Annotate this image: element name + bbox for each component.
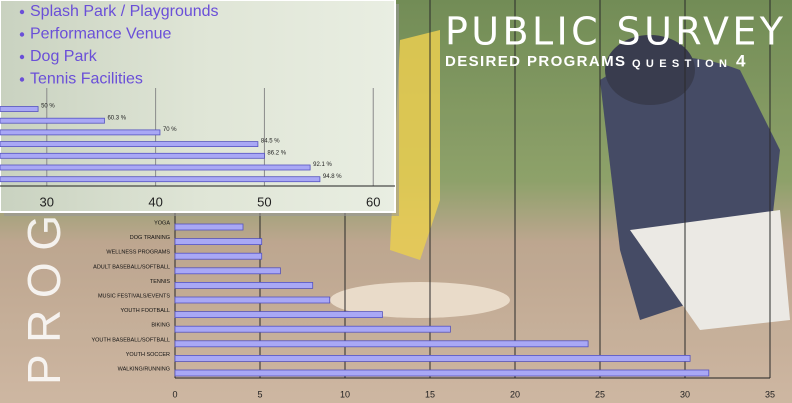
inset-border (0, 0, 396, 213)
bar (174, 281, 314, 289)
bar-label: 70 % (163, 127, 177, 133)
bar (0, 164, 311, 171)
photo-player (630, 210, 790, 330)
photo-base (330, 282, 510, 318)
bar (174, 354, 691, 362)
bullet-dot (19, 54, 25, 60)
bar (174, 325, 451, 333)
x-tick-label: 50 (257, 194, 271, 209)
bullet-item: Performance Venue (30, 26, 172, 43)
bar (174, 267, 281, 275)
bullet-item: Dog Park (30, 48, 98, 65)
photo-player (390, 30, 440, 260)
bar (174, 223, 244, 231)
bullet-dot (19, 9, 25, 15)
x-tick-label: 40 (148, 194, 162, 209)
main-chart: 0 5 10 15 20 25 30 35 YOGA DOG TRAINING WELLNESS P… (91, 0, 775, 399)
x-tick-label: 30 (40, 194, 54, 209)
bar (0, 117, 105, 124)
x-tick-label: 15 (425, 389, 435, 399)
bar (0, 152, 265, 159)
question-number: 4 (736, 51, 746, 70)
bar (174, 252, 263, 260)
bar (174, 369, 710, 377)
category-label: WELLNESS PROGRAMS (106, 250, 170, 256)
bar (0, 129, 161, 136)
bar-label: 86.2 % (267, 150, 286, 156)
category-label: MUSIC FESTIVALS/EVENTS (98, 293, 170, 299)
bar-label: 84.5 % (261, 139, 280, 145)
category-label: TENNIS (150, 279, 171, 285)
category-label: YOGA (154, 220, 170, 226)
category-label: YOUTH FOOTBALL (120, 308, 170, 314)
bar (0, 141, 259, 148)
x-tick-label: 25 (595, 389, 605, 399)
category-label: DOG TRAINING (130, 235, 170, 241)
category-label: YOUTH BASEBALL/SOFTBALL (91, 337, 170, 343)
x-tick-label: 10 (340, 389, 350, 399)
bar (174, 311, 383, 319)
bullet-list: Splash Park / Playgrounds Performance Ven… (19, 3, 219, 88)
x-tick-label: 30 (680, 389, 690, 399)
bar (174, 340, 589, 348)
bullet-item: Splash Park / Playgrounds (30, 3, 219, 20)
category-label: BIKING (151, 323, 170, 329)
bullet-dot (19, 77, 25, 82)
bar (174, 296, 331, 304)
inset-chart: 30 40 50 60 50 % 60.3 % 70 % 84.5 % 86.2 % 92.1 %… (0, 88, 395, 209)
bar-label: 60.3 % (107, 115, 126, 121)
x-tick-label: 5 (257, 389, 262, 399)
bullet-item: Tennis Facilities (30, 71, 143, 88)
category-label: YOUTH SOCCER (126, 352, 170, 358)
bar (0, 106, 39, 112)
bar-label: 92.1 % (313, 162, 332, 168)
bar (174, 238, 263, 246)
photo-helmet (605, 35, 695, 105)
bar-label: 50 % (41, 104, 55, 110)
slide-subtitle: DESIRED PROGRAMS (445, 53, 625, 70)
x-tick-label: 0 (172, 389, 177, 399)
x-tick-label: 60 (366, 194, 380, 209)
category-label: ADULT BASEBALL/SOFTBALL (93, 264, 170, 270)
x-tick-label: 20 (510, 389, 520, 399)
bar-label: 94.8 % (323, 174, 342, 180)
bullet-dot (19, 32, 25, 37)
bar (0, 176, 321, 183)
category-label: WALKING/RUNNING (118, 366, 170, 372)
x-tick-label: 35 (765, 389, 775, 399)
